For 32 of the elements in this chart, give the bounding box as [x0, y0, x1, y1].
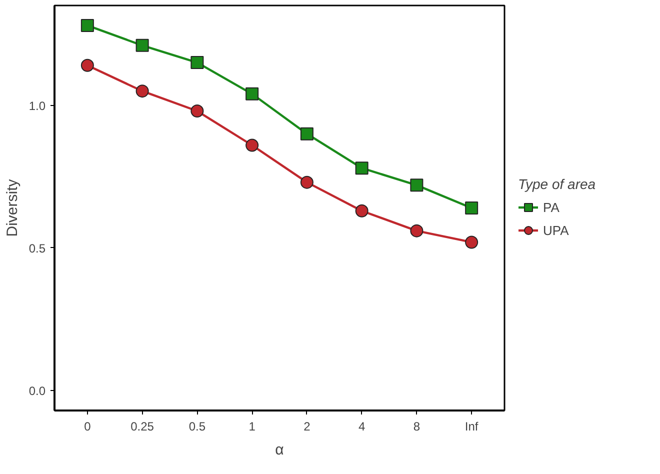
point: [355, 204, 368, 218]
y-tick-label: 0.0: [28, 384, 46, 398]
point: [355, 162, 368, 175]
point: [300, 127, 314, 140]
point: [80, 58, 94, 72]
x-axis-title: α: [275, 442, 284, 458]
legend-label: PA: [543, 200, 560, 214]
y-axis-title: Diversity: [4, 178, 21, 237]
x-tick-label: 0.25: [130, 420, 154, 434]
point: [80, 18, 94, 32]
point: [300, 176, 314, 189]
x-tick-label: 2: [304, 420, 311, 434]
legend-title: Type of area: [518, 176, 596, 192]
point: [190, 104, 204, 118]
point: [136, 84, 149, 98]
x-tick-label: 0: [84, 420, 92, 434]
y-tick-label: 1.0: [28, 98, 46, 113]
point: [136, 38, 149, 52]
point: [465, 202, 478, 214]
x-tick-label: Inf: [464, 420, 479, 434]
x-tick-label: 8: [413, 420, 420, 434]
x-tick-label: 0.5: [188, 420, 206, 434]
point: [410, 178, 424, 192]
point: [246, 87, 259, 100]
x-tick-label: 4: [358, 420, 366, 434]
y-tick-label: 0.5: [28, 241, 46, 256]
point: [246, 138, 259, 152]
point: [190, 56, 204, 70]
point: [410, 224, 424, 238]
legend-label: UPA: [543, 222, 569, 238]
x-tick-label: 1: [248, 420, 256, 434]
point: [465, 236, 478, 249]
